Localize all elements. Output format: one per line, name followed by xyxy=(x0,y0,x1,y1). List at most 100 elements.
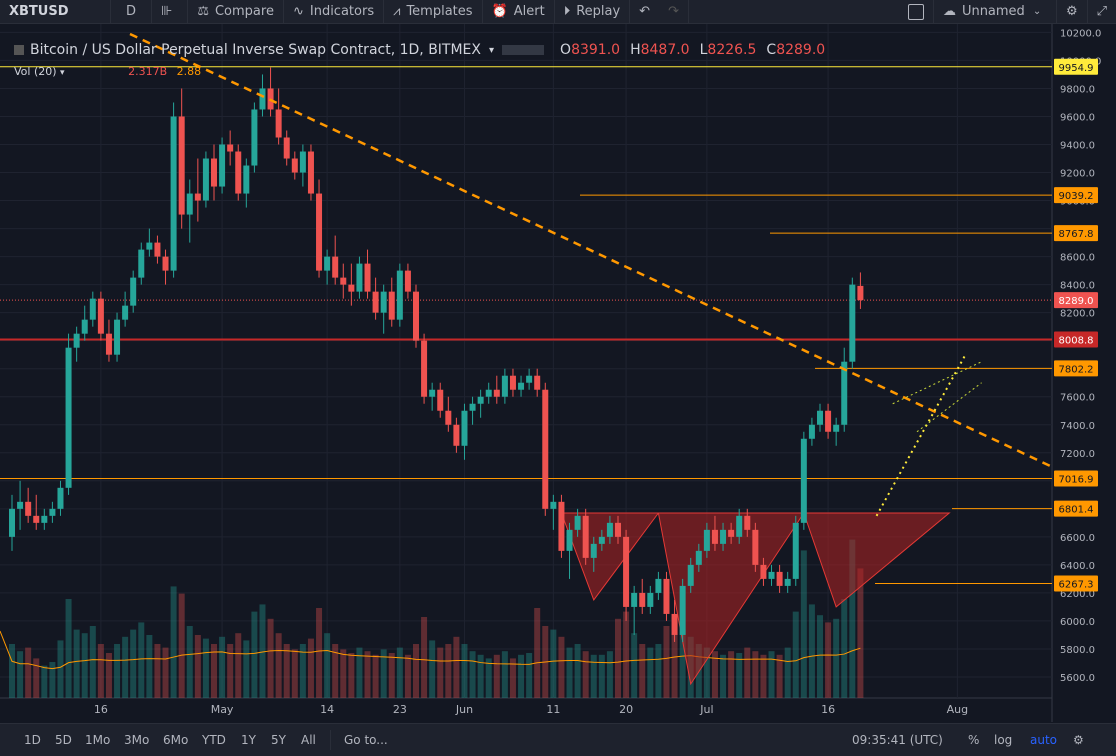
volume-bar xyxy=(372,654,379,698)
candle-body xyxy=(186,193,193,215)
volume-bar xyxy=(219,636,226,698)
volume-bar xyxy=(550,629,557,698)
templates-button[interactable]: ⩘ Templates xyxy=(384,0,483,23)
candle-body xyxy=(9,508,15,537)
goto-button[interactable]: Go to... xyxy=(344,733,388,747)
channel-lower-line xyxy=(916,382,982,433)
price-tick-label: 8200.0 xyxy=(1060,309,1095,320)
candle-body xyxy=(170,116,177,271)
fullscreen-window-button[interactable] xyxy=(899,0,934,23)
candle-body xyxy=(122,305,129,320)
volume-bar xyxy=(275,633,282,698)
legend-collapse-icon[interactable] xyxy=(14,45,24,55)
auto-button[interactable]: auto xyxy=(1030,733,1058,747)
candle-body xyxy=(162,256,169,271)
volume-bar xyxy=(178,593,185,698)
compare-button[interactable]: ⚖ Compare xyxy=(188,0,284,23)
chevron-down-icon[interactable]: ▾ xyxy=(489,44,495,56)
volume-legend: Vol (20) ▾ 2.317B 2.88 xyxy=(14,65,201,78)
range-3mo-button[interactable]: 3Mo xyxy=(124,733,150,747)
candle-body xyxy=(178,116,185,215)
volume-bar xyxy=(332,644,339,698)
interval-label: D xyxy=(125,4,136,19)
candle-body xyxy=(41,515,48,523)
candle-body xyxy=(73,333,80,348)
candle-body xyxy=(348,284,355,292)
volume-bar xyxy=(97,644,104,698)
volume-bar xyxy=(800,550,807,698)
candle-body xyxy=(784,578,791,586)
volume-bar xyxy=(590,654,597,698)
candle-body xyxy=(574,515,581,530)
candle-body xyxy=(17,501,24,509)
close-label: C xyxy=(766,42,777,58)
legend-buttons-icon[interactable] xyxy=(502,45,545,55)
volume-bar xyxy=(493,654,500,698)
candle-body xyxy=(720,529,727,544)
candle-body xyxy=(655,578,662,593)
symbol-search-button[interactable]: XBTUSD xyxy=(0,0,111,23)
volume-bar xyxy=(380,649,387,698)
chart-style-button[interactable]: ⊪ xyxy=(152,0,189,23)
volume-bar xyxy=(364,651,371,698)
range-5y-button[interactable]: 5Y xyxy=(271,733,286,747)
volume-bar xyxy=(89,626,96,698)
candle-body xyxy=(493,389,500,397)
volume-bar xyxy=(703,647,710,698)
range-6mo-button[interactable]: 6Mo xyxy=(163,733,189,747)
range-1mo-button[interactable]: 1Mo xyxy=(85,733,111,747)
trend-lines[interactable] xyxy=(129,32,1053,517)
candle-body xyxy=(469,403,476,411)
fullscreen-button[interactable]: ⤢ xyxy=(1088,0,1116,23)
candle-body xyxy=(679,585,686,635)
interval-button[interactable]: D xyxy=(111,0,152,23)
volume-bar xyxy=(606,651,613,698)
replay-button[interactable]: ⏵ Replay xyxy=(555,0,631,23)
volume-bar xyxy=(582,651,589,698)
volume-bar xyxy=(130,629,137,698)
range-all-button[interactable]: All xyxy=(301,733,316,747)
candle-body xyxy=(808,424,815,439)
clock-label[interactable]: 09:35:41 (UTC) xyxy=(852,733,943,747)
volume-bar xyxy=(356,647,363,698)
settings-button[interactable]: ⚙ xyxy=(1057,0,1088,23)
candles[interactable] xyxy=(9,67,864,642)
indicators-button[interactable]: ∿ Indicators xyxy=(284,0,385,23)
range-1d-button[interactable]: 1D xyxy=(24,733,41,747)
volume-bar xyxy=(574,644,581,698)
candle-body xyxy=(316,193,323,271)
redo-button[interactable]: ↷ xyxy=(659,0,689,23)
candle-body xyxy=(598,536,605,544)
candle-body xyxy=(728,529,735,537)
alarm-clock-icon: ⏰ xyxy=(491,4,508,19)
price-label-box xyxy=(1054,225,1098,242)
volume-bar xyxy=(453,636,460,698)
range-ytd-button[interactable]: YTD xyxy=(202,733,226,747)
undo-button[interactable]: ↶ xyxy=(630,0,659,23)
volume-bar xyxy=(598,654,605,698)
range-5d-button[interactable]: 5D xyxy=(55,733,72,747)
gear-icon[interactable]: ⚙ xyxy=(1073,733,1084,747)
volume-bar xyxy=(485,658,492,698)
volume-bar xyxy=(760,654,767,698)
candle-body xyxy=(857,285,864,301)
close-value: 8289.0 xyxy=(776,42,826,58)
candle-body xyxy=(429,389,436,397)
volume-bar xyxy=(267,618,274,698)
chart-plot-area[interactable] xyxy=(0,24,1052,722)
alert-button[interactable]: ⏰ Alert xyxy=(483,0,555,23)
volume-bar xyxy=(227,644,234,698)
percent-button[interactable]: % xyxy=(968,733,980,747)
candle-body xyxy=(307,151,314,194)
log-button[interactable]: log xyxy=(994,733,1013,747)
candle-body xyxy=(623,536,630,607)
volume-bar xyxy=(817,615,823,698)
volume-bar xyxy=(501,651,508,698)
horizontal-lines[interactable] xyxy=(0,66,1052,584)
volume-bar xyxy=(526,653,533,698)
layout-name-button[interactable]: ☁ Unnamed ⌄ xyxy=(934,0,1057,23)
candle-body xyxy=(509,375,516,390)
chevron-down-icon[interactable]: ▾ xyxy=(60,68,65,78)
range-1y-button[interactable]: 1Y xyxy=(241,733,256,747)
